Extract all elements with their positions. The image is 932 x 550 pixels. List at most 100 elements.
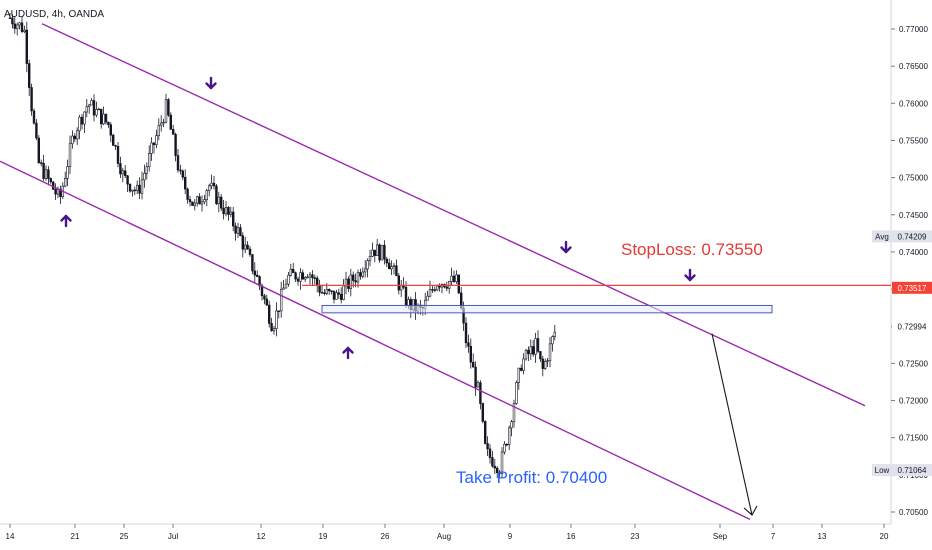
candle-body bbox=[44, 169, 48, 179]
channel-upper-line bbox=[41, 23, 866, 407]
candle-body bbox=[433, 289, 436, 291]
candle-body bbox=[524, 349, 528, 360]
candle-body bbox=[347, 278, 350, 289]
candle-body bbox=[517, 367, 521, 383]
candle-body bbox=[133, 189, 136, 192]
candle-body bbox=[289, 268, 292, 276]
candle-body bbox=[112, 134, 115, 146]
time-axis[interactable]: 14 21 25 Jul 12 19 26 Aug 9 16 23 Sep 7 13 20 bbox=[0, 523, 891, 541]
current-price-badge: 0.73517 bbox=[892, 281, 932, 294]
candle-body bbox=[378, 244, 381, 261]
candle-body bbox=[78, 116, 81, 132]
candle-body bbox=[361, 271, 364, 277]
candle-body bbox=[397, 275, 400, 291]
candle-body bbox=[510, 421, 513, 429]
candle-body bbox=[172, 129, 175, 135]
candle-body bbox=[25, 29, 28, 64]
candle-body bbox=[64, 178, 67, 187]
candle-body bbox=[270, 323, 273, 332]
candle-body bbox=[220, 196, 223, 209]
candle-body bbox=[313, 277, 316, 279]
candle-body bbox=[339, 293, 343, 300]
candle-body bbox=[184, 176, 187, 190]
candle-body bbox=[140, 179, 144, 194]
candle-body bbox=[548, 343, 552, 361]
candle-body bbox=[531, 346, 535, 355]
candle-body bbox=[327, 289, 331, 292]
candle-body bbox=[452, 275, 456, 282]
candle-body bbox=[248, 248, 252, 255]
candle-body bbox=[150, 142, 153, 154]
candle-body bbox=[128, 183, 132, 192]
candle-body bbox=[493, 465, 496, 469]
up-arrow-icon bbox=[60, 214, 72, 228]
candle-body bbox=[143, 172, 146, 181]
candle-body bbox=[49, 178, 53, 183]
candle-body bbox=[392, 265, 396, 267]
arrow-head bbox=[60, 214, 72, 222]
candle-body bbox=[299, 272, 302, 282]
y-tick-label: 0.76000 bbox=[899, 99, 928, 108]
candle-body bbox=[491, 457, 494, 467]
x-tick-label: 21 bbox=[71, 532, 80, 541]
candle-body bbox=[169, 114, 172, 130]
projection-arrow-head bbox=[743, 505, 758, 516]
candle-body bbox=[294, 272, 297, 280]
x-tick-label: Sep bbox=[713, 532, 728, 541]
candle-body bbox=[469, 345, 472, 363]
arrow-head bbox=[342, 346, 354, 354]
candle-body bbox=[47, 169, 50, 179]
candle-body bbox=[277, 310, 280, 312]
candle-body bbox=[291, 268, 295, 274]
down-arrow-icon bbox=[684, 268, 696, 282]
candle-body bbox=[342, 285, 345, 300]
candle-body bbox=[8, 17, 12, 19]
candle-body bbox=[208, 185, 211, 192]
candle-body bbox=[92, 100, 96, 116]
candle-body bbox=[349, 274, 352, 289]
candle-body bbox=[498, 472, 501, 474]
candle-body bbox=[222, 207, 225, 215]
candle-body bbox=[383, 244, 386, 260]
candle-body bbox=[162, 121, 165, 124]
candle-body bbox=[210, 182, 213, 187]
drawing-layer bbox=[0, 23, 891, 521]
candle-body bbox=[164, 99, 168, 123]
candle-body bbox=[375, 244, 379, 256]
candle-body bbox=[114, 145, 117, 147]
candle-body bbox=[325, 289, 328, 294]
x-tick-label: 13 bbox=[818, 532, 827, 541]
candle-body bbox=[136, 184, 139, 191]
candle-body bbox=[100, 108, 103, 125]
candle-series bbox=[8, 12, 557, 479]
projection-arrow-line bbox=[711, 333, 753, 516]
candle-body bbox=[126, 175, 129, 185]
candle-body bbox=[529, 346, 533, 355]
candle-body bbox=[145, 166, 148, 174]
candle-body bbox=[232, 211, 235, 227]
candle-body bbox=[534, 338, 537, 355]
candle-body bbox=[73, 135, 77, 140]
candle-body bbox=[186, 188, 189, 200]
candle-body bbox=[265, 298, 268, 306]
candle-body bbox=[107, 121, 110, 126]
badge-bg bbox=[892, 464, 932, 477]
candle-body bbox=[323, 292, 326, 294]
candle-body bbox=[198, 196, 201, 205]
take-profit-label: Take Profit: 0.70400 bbox=[456, 468, 608, 487]
candle-body bbox=[371, 249, 374, 257]
candle-body bbox=[119, 163, 122, 175]
candle-body bbox=[474, 366, 477, 388]
price-axis[interactable]: 0.77000 0.76500 0.76000 0.75500 0.75000 0.745… bbox=[890, 0, 928, 524]
candle-body bbox=[354, 280, 357, 283]
candle-body bbox=[253, 270, 256, 276]
y-tick-label: 0.76500 bbox=[899, 62, 928, 71]
candle-body bbox=[217, 196, 220, 205]
candle-body bbox=[85, 106, 89, 113]
symbol-title: AUDUSD, 4h, OANDA bbox=[4, 9, 105, 20]
candle-body bbox=[138, 184, 141, 194]
candle-body bbox=[543, 360, 547, 369]
candle-body bbox=[205, 190, 208, 200]
badge-label: Low bbox=[875, 466, 890, 475]
